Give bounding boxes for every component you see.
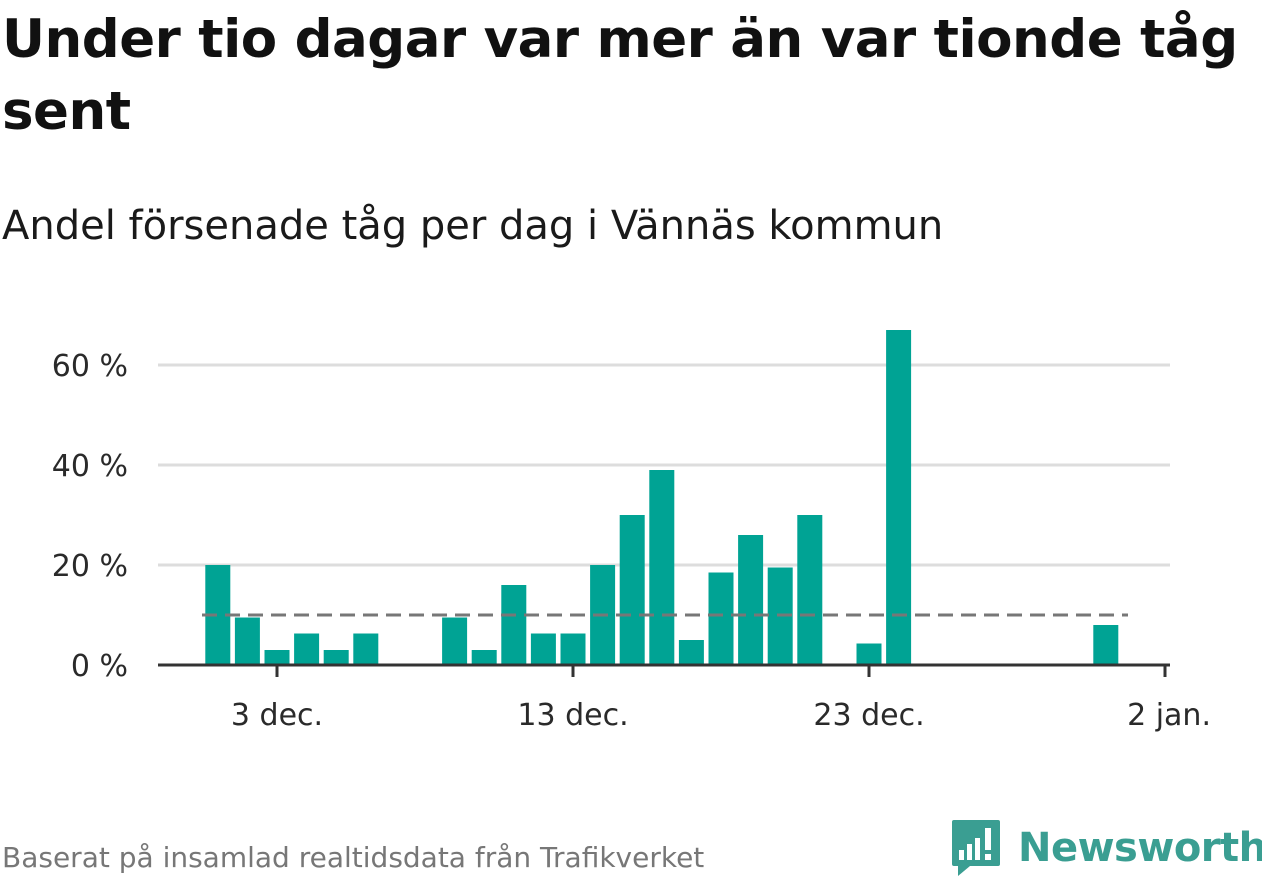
bar-2023-12-11	[501, 585, 527, 665]
bar-2023-12-10	[471, 650, 497, 665]
bar-2023-12-23	[856, 643, 882, 665]
x-axis-labels: 3 dec. 13 dec. 23 dec. 2 jan.	[231, 698, 1211, 733]
x-tick-label-2023-12-03: 3 dec.	[231, 698, 323, 733]
bar-2023-12-19	[738, 535, 764, 665]
bar-2023-12-06	[353, 633, 379, 665]
brand-name: Newsworthy	[1018, 825, 1262, 871]
bars	[205, 330, 1119, 665]
chart-title: Under tio dagar var mer än var tionde tå…	[2, 9, 1238, 142]
bar-2023-12-12	[530, 633, 556, 665]
x-tick-label-2023-12-13: 13 dec.	[517, 698, 628, 733]
bar-2023-12-05	[323, 650, 349, 665]
source-note: Baserat på insamlad realtidsdata från Tr…	[2, 841, 705, 874]
bar-2023-12-13	[560, 633, 586, 665]
bar-2023-12-04	[294, 633, 320, 665]
bar-chart: 0 % 20 % 40 % 60 % 3 dec. 13 dec. 23 dec. 2 ja…	[52, 330, 1211, 733]
bar-2023-12-16	[649, 470, 675, 665]
bar-2023-12-24	[886, 330, 912, 665]
bar-2023-12-09	[442, 617, 468, 665]
bar-2023-12-03	[264, 650, 290, 665]
bar-2023-12-15	[619, 515, 645, 665]
x-tick-label-2023-12-23: 23 dec.	[813, 698, 924, 733]
bar-2023-12-31	[1093, 625, 1119, 665]
x-tick-label-2024-01-02: 2 jan.	[1127, 698, 1211, 733]
bar-2023-12-18	[708, 572, 734, 665]
y-tick-label-0: 0 %	[71, 649, 128, 684]
newsworthy-logo-icon	[952, 820, 1000, 876]
y-tick-label-60: 60 %	[52, 349, 128, 384]
bar-2023-12-02	[234, 617, 260, 665]
y-axis-labels: 0 % 20 % 40 % 60 %	[52, 349, 128, 684]
chart-subtitle: Andel försenade tåg per dag i Vännäs kom…	[2, 203, 944, 249]
bar-2023-12-21	[797, 515, 823, 665]
x-axis	[158, 663, 1170, 677]
newsworthy-logo: Newsworthy	[950, 818, 1262, 878]
bar-2023-12-17	[678, 640, 704, 665]
y-tick-label-20: 20 %	[52, 549, 128, 584]
y-tick-label-40: 40 %	[52, 449, 128, 484]
